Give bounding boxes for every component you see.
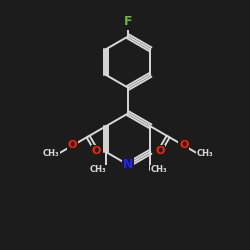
Text: CH₃: CH₃ bbox=[89, 166, 106, 174]
Text: CH₃: CH₃ bbox=[197, 149, 214, 158]
Text: F: F bbox=[124, 14, 132, 28]
Text: CH₃: CH₃ bbox=[150, 166, 167, 174]
Text: O: O bbox=[179, 140, 188, 150]
Text: O: O bbox=[68, 140, 77, 150]
Text: N: N bbox=[123, 158, 133, 171]
Text: O: O bbox=[155, 146, 164, 156]
Text: CH₃: CH₃ bbox=[42, 149, 59, 158]
Text: O: O bbox=[92, 146, 101, 156]
